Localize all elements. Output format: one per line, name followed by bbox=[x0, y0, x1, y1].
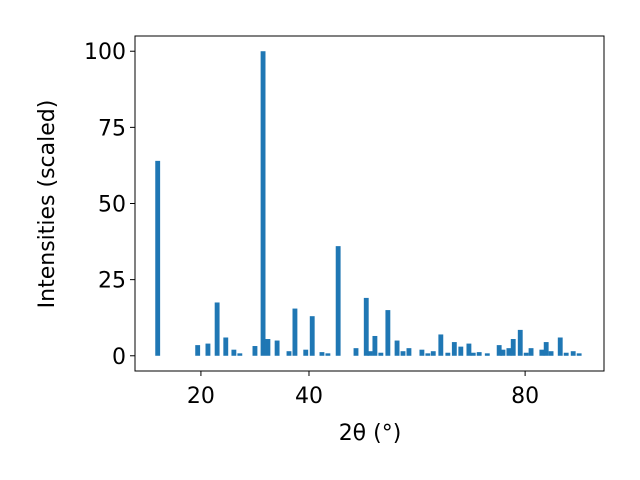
bar bbox=[237, 353, 243, 356]
bar bbox=[205, 343, 211, 356]
bar bbox=[274, 340, 280, 356]
bar bbox=[506, 348, 512, 356]
bar bbox=[570, 351, 576, 356]
bar bbox=[517, 329, 523, 356]
bar bbox=[425, 353, 431, 356]
bar bbox=[400, 351, 406, 356]
bar bbox=[309, 316, 315, 356]
bar bbox=[292, 308, 298, 356]
bar bbox=[430, 351, 436, 356]
bar bbox=[265, 339, 271, 356]
bar bbox=[419, 349, 425, 356]
bar bbox=[406, 348, 412, 356]
bar bbox=[303, 349, 309, 356]
bar bbox=[484, 353, 490, 356]
bar bbox=[451, 342, 457, 356]
bar bbox=[325, 353, 331, 356]
bar bbox=[543, 342, 549, 356]
y-tick-label: 100 bbox=[84, 40, 126, 65]
bar bbox=[372, 335, 378, 356]
bar bbox=[496, 345, 502, 356]
bar bbox=[214, 302, 220, 356]
bar bbox=[394, 340, 400, 356]
bar bbox=[438, 334, 444, 356]
y-tick-label: 25 bbox=[98, 269, 126, 294]
bar bbox=[539, 349, 545, 356]
bar bbox=[557, 337, 563, 356]
bar bbox=[458, 346, 464, 356]
bar bbox=[155, 160, 161, 356]
bar bbox=[231, 349, 237, 356]
x-tick-label: 40 bbox=[295, 384, 323, 409]
y-axis-label: Intensities (scaled) bbox=[35, 100, 60, 309]
bar bbox=[563, 352, 569, 356]
bar bbox=[367, 351, 373, 356]
bar bbox=[286, 351, 292, 356]
bar bbox=[548, 351, 554, 356]
bar bbox=[576, 353, 582, 356]
bar bbox=[335, 246, 341, 356]
y-tick-label: 0 bbox=[112, 345, 126, 370]
x-tick-label: 80 bbox=[511, 384, 539, 409]
bar bbox=[500, 349, 506, 356]
bar bbox=[363, 297, 369, 356]
y-tick-label: 50 bbox=[98, 193, 126, 218]
bar bbox=[466, 343, 472, 356]
bar bbox=[445, 352, 451, 356]
y-tick-label: 75 bbox=[98, 116, 126, 141]
bar bbox=[470, 352, 476, 356]
bar bbox=[260, 51, 266, 356]
bar bbox=[476, 352, 482, 356]
plot-frame bbox=[134, 35, 605, 372]
bar bbox=[353, 348, 359, 356]
bar bbox=[528, 348, 534, 356]
x-axis-label: 2θ (°) bbox=[339, 421, 402, 446]
x-tick-label: 20 bbox=[187, 384, 215, 409]
bar bbox=[385, 310, 391, 356]
bar bbox=[223, 337, 229, 356]
bar bbox=[510, 339, 516, 356]
bar bbox=[523, 352, 529, 356]
bar bbox=[319, 352, 325, 356]
bar bbox=[195, 345, 201, 356]
bar bbox=[378, 352, 384, 356]
bar bbox=[252, 346, 258, 356]
